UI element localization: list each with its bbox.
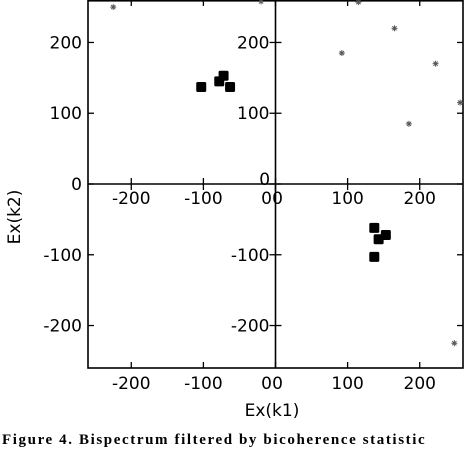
x-tick-label: 0: [272, 374, 283, 394]
y-tick-label: 100: [50, 104, 82, 124]
square-point: [369, 251, 380, 262]
x-tick-label: 0: [261, 374, 272, 394]
y-tick-label: -200: [43, 317, 82, 337]
x-tick-label: -200: [112, 374, 151, 394]
x-axis-label: Ex(k1): [245, 401, 300, 421]
y-tick-label: 200: [50, 33, 82, 53]
x-tick-label: 100: [331, 189, 363, 209]
star-point: [355, 0, 362, 6]
y-tick-label: 0: [71, 175, 82, 195]
square-point: [369, 222, 380, 233]
y-tick-label: 200: [237, 33, 269, 53]
x-tick-label: -200: [112, 189, 151, 209]
figure-caption: Figure 4. Bispectrum filtered by bicoher…: [2, 432, 427, 448]
star-point: [405, 120, 412, 127]
annotations: 0: [259, 170, 270, 190]
star-point: [391, 25, 398, 32]
star-point: [258, 0, 265, 5]
x-tick-label: -100: [184, 374, 223, 394]
x-tick-label: 0: [272, 189, 283, 209]
x-tick-label: -100: [184, 189, 223, 209]
star-point: [110, 4, 117, 11]
square-point: [218, 70, 229, 81]
star-point: [457, 99, 464, 106]
star-point: [338, 50, 345, 57]
y-tick-label: 100: [237, 104, 269, 124]
y-tick-label: -100: [231, 246, 270, 266]
x-tick-label: 200: [404, 189, 436, 209]
x-tick-label: 0: [261, 189, 272, 209]
square-point: [196, 82, 207, 93]
y-axis-label: Ex(k2): [5, 190, 25, 245]
tick-marks: [88, 0, 463, 368]
star-point: [432, 60, 439, 67]
data-marks: [110, 0, 464, 347]
square-point: [225, 82, 236, 93]
star-point: [451, 340, 458, 347]
square-point: [380, 229, 391, 240]
y-tick-label: -100: [43, 246, 82, 266]
y-tick-label: -200: [231, 317, 270, 337]
x-tick-label: 200: [404, 374, 436, 394]
x-tick-label: 100: [331, 374, 363, 394]
origin-annotation: 0: [259, 170, 270, 190]
